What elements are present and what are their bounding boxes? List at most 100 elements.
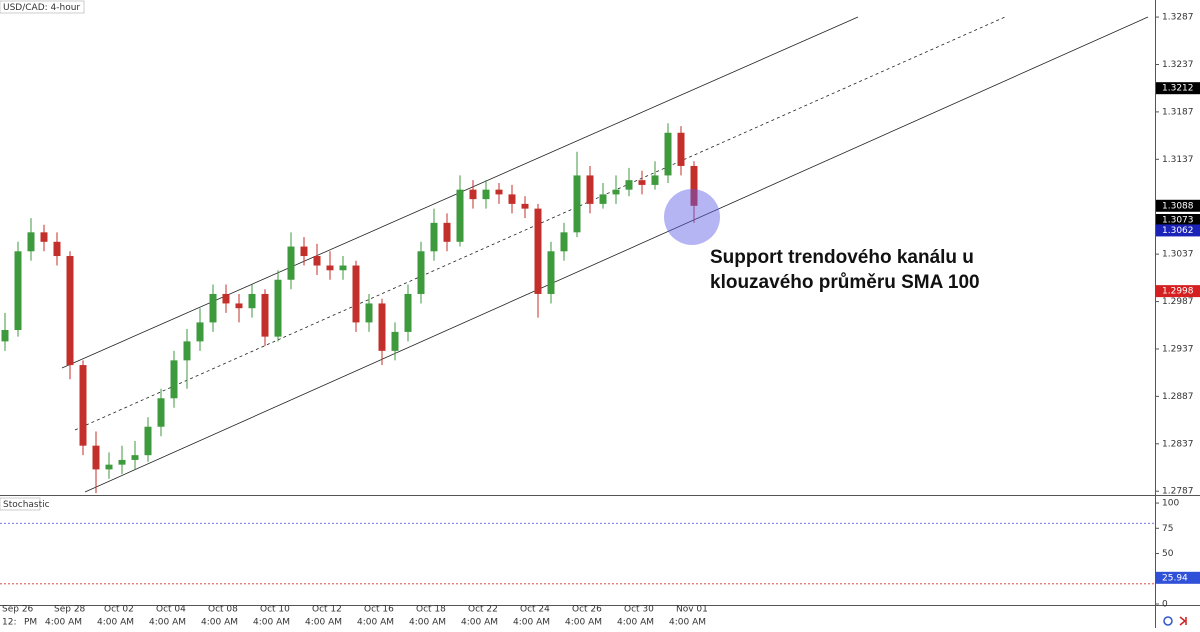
- time-tick-label: 4:00 AM: [461, 618, 498, 628]
- title-box: [0, 0, 85, 14]
- time-tick-label: 4:00 AM: [149, 618, 186, 628]
- time-tick-label: 4:00 AM: [617, 618, 654, 628]
- candle-body: [534, 208, 542, 294]
- indicator-title-box: [0, 497, 41, 511]
- price-label-box: [1156, 214, 1200, 226]
- candle-body: [248, 293, 256, 309]
- channel-middle: [74, 16, 1006, 431]
- last-price-box: [1156, 199, 1200, 212]
- date-tick-label: Oct 08: [208, 605, 238, 615]
- last-price: 1.3088: [1162, 201, 1194, 211]
- candle-body: [391, 331, 399, 351]
- annotation: Support trendového kanálu u: [710, 247, 974, 268]
- y-tick-label: 1.2987: [1162, 297, 1194, 307]
- candle-body: [599, 194, 607, 204]
- candle-body: [482, 189, 490, 200]
- y-tick-label: 1.2787: [1162, 487, 1194, 497]
- date-tick-label: Oct 24: [520, 605, 550, 615]
- candle-body: [651, 175, 659, 185]
- candle-body: [521, 203, 529, 209]
- icon[interactable]: [1179, 616, 1187, 626]
- candle-body: [352, 265, 360, 323]
- date-tick-label: Oct 16: [364, 605, 394, 615]
- y-tick-label: 1.3187: [1162, 107, 1194, 117]
- candle-body: [339, 265, 347, 271]
- date-tick-label: Sep 26: [2, 605, 34, 615]
- candle-body: [573, 175, 581, 233]
- candle-body: [118, 459, 126, 465]
- ma-price-box: [1156, 285, 1200, 298]
- date-tick-label: Oct 02: [104, 605, 134, 615]
- candle-body: [287, 246, 295, 280]
- time-tick-label: 4:00 AM: [513, 618, 550, 628]
- candle-body: [261, 293, 269, 337]
- candle-body: [469, 189, 477, 200]
- candle-body: [313, 256, 321, 266]
- plot: 1.32871.32371.31871.31371.30371.29871.29…: [0, 13, 1200, 628]
- price-label: 1.3212: [1162, 84, 1194, 94]
- candle-body: [300, 246, 308, 257]
- time-tick-label: 4:00 AM: [45, 618, 82, 628]
- candle-body: [274, 279, 282, 337]
- date-tick-label: Oct 22: [468, 605, 498, 615]
- candle-body: [144, 426, 152, 456]
- candle-body: [196, 322, 204, 342]
- date-tick-label: Oct 18: [416, 605, 446, 615]
- y-tick-label: 75: [1162, 524, 1173, 534]
- time-tick-label: 4:00 AM: [357, 618, 394, 628]
- chart-title: USD/CAD: 4-hour: [3, 3, 80, 13]
- candle-body: [677, 132, 685, 166]
- icon[interactable]: [1163, 616, 1173, 626]
- y-tick-label: 50: [1162, 549, 1174, 559]
- y-tick-label: 0: [1162, 599, 1168, 609]
- time-tick-label: 4:00 AM: [97, 618, 134, 628]
- candle-body: [560, 232, 568, 252]
- candle-body: [105, 464, 113, 470]
- time-tick-label: 4:00 AM: [253, 618, 290, 628]
- date-tick-label: Oct 12: [312, 605, 342, 615]
- candle-body: [508, 194, 516, 204]
- y-tick-label: 1.3287: [1162, 13, 1194, 23]
- candle-body: [547, 251, 555, 294]
- time-tick-label: 4:00 AM: [409, 618, 446, 628]
- time-tick-label: 12:: [2, 618, 16, 628]
- candle-body: [14, 251, 22, 330]
- y-tick-label: 1.2887: [1162, 392, 1194, 402]
- candle-body: [456, 189, 464, 242]
- date-tick-label: Nov 01: [676, 605, 708, 615]
- candle-body: [625, 180, 633, 190]
- date-tick-label: Oct 04: [156, 605, 186, 615]
- time-tick-label: PM: [24, 618, 37, 628]
- candle-body: [404, 293, 412, 332]
- y-tick-label: 1.3137: [1162, 155, 1194, 165]
- candle-body: [27, 232, 35, 252]
- time-tick-label: 4:00 AM: [565, 618, 602, 628]
- annotation: klouzavého průměru SMA 100: [710, 272, 980, 293]
- price-label: 1.3073: [1162, 216, 1194, 226]
- date-tick-label: Oct 30: [624, 605, 654, 615]
- y-tick-label: 100: [1162, 499, 1179, 509]
- time-tick-label: 4:00 AM: [201, 618, 238, 628]
- candle-body: [1, 330, 9, 342]
- candle-body: [612, 189, 620, 195]
- candle-body: [235, 303, 243, 309]
- indicator-title: Stochastic: [3, 500, 50, 510]
- y-tick-label: 1.2837: [1162, 439, 1194, 449]
- toolbar-icons[interactable]: [1163, 616, 1187, 626]
- candle-body: [66, 256, 74, 366]
- candle-body: [40, 232, 48, 242]
- time-tick-label: 4:00 AM: [305, 618, 342, 628]
- y-tick-label: 1.3237: [1162, 60, 1194, 70]
- candle-body: [326, 265, 334, 271]
- ma-price: 1.3062: [1162, 226, 1194, 236]
- candle-body: [79, 365, 87, 446]
- highlight-circle: [664, 189, 720, 245]
- candle-body: [690, 165, 698, 206]
- stochastic-value: 25.94: [1162, 573, 1188, 583]
- candle-body: [170, 360, 178, 399]
- candle-body: [157, 398, 165, 427]
- candle-body: [430, 222, 438, 252]
- candle-body: [417, 251, 425, 294]
